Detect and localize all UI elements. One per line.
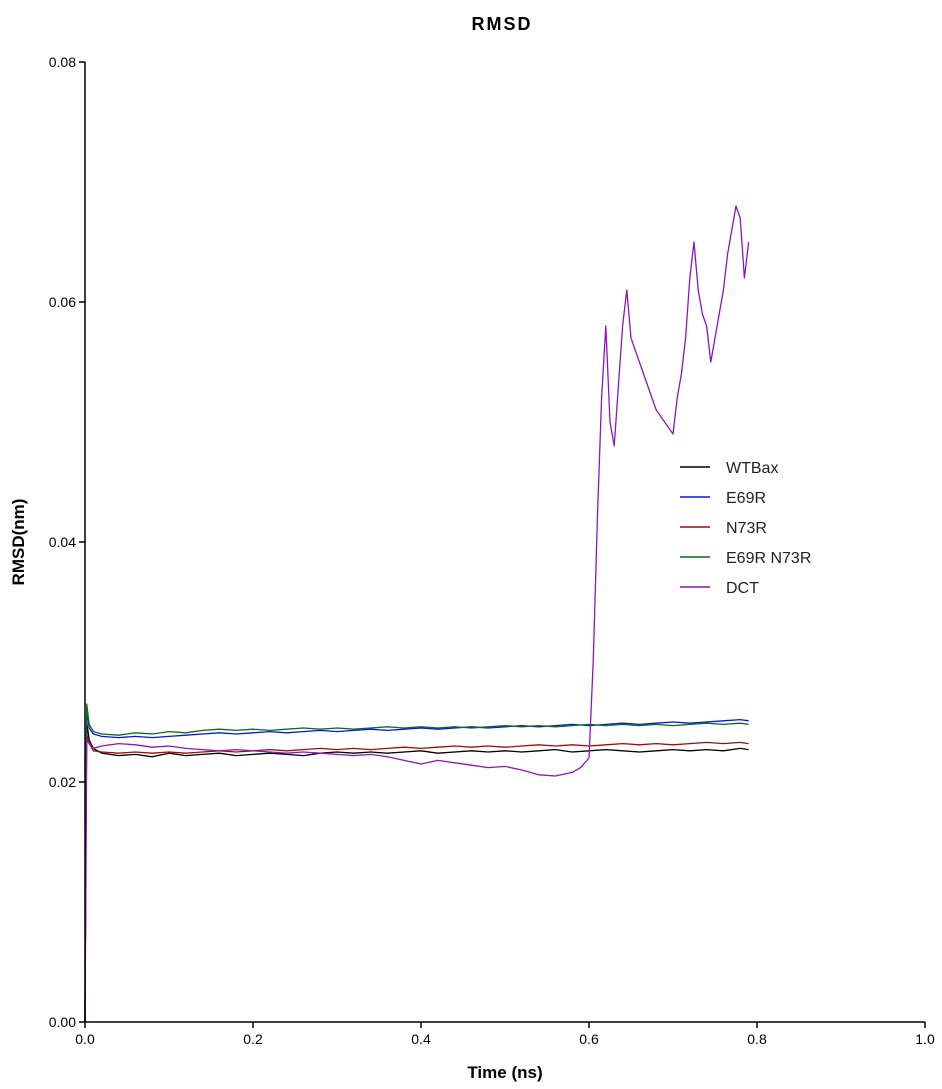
x-tick-label: 0.8 <box>747 1031 767 1047</box>
y-axis-label: RMSD(nm) <box>9 499 28 586</box>
x-tick-label: 0.4 <box>411 1031 431 1047</box>
x-tick-label: 1.0 <box>915 1031 935 1047</box>
plot-area <box>84 205 750 1023</box>
legend-label: N73R <box>726 520 767 537</box>
x-axis-ticks: 0.0 0.2 0.4 0.6 0.8 1.0 <box>75 1022 935 1047</box>
legend-label: WTBax <box>726 460 778 477</box>
series-line-dct <box>84 205 750 1023</box>
y-tick-label: 0.08 <box>49 54 76 70</box>
series-line-n73r <box>84 733 749 1023</box>
series-line-e69r <box>84 709 749 1023</box>
y-tick-label: 0.04 <box>49 534 76 550</box>
x-axis-label: Time (ns) <box>467 1063 542 1082</box>
legend-label: E69R N73R <box>726 550 811 567</box>
legend-label: DCT <box>726 580 759 597</box>
y-tick-label: 0.00 <box>49 1014 76 1030</box>
series-line-e69r-n73r <box>84 703 749 1023</box>
x-tick-label: 0.6 <box>579 1031 599 1047</box>
x-tick-label: 0.2 <box>243 1031 263 1047</box>
y-axis-ticks: 0.00 0.02 0.04 0.06 0.08 <box>49 54 85 1030</box>
legend: WTBax E69R N73R E69R N73R DCT <box>680 460 811 597</box>
y-tick-label: 0.06 <box>49 294 76 310</box>
series-line-wtbax <box>84 721 749 1023</box>
chart-title: RMSD <box>472 14 533 34</box>
y-tick-label: 0.02 <box>49 774 76 790</box>
legend-label: E69R <box>726 490 766 507</box>
x-tick-label: 0.0 <box>75 1031 95 1047</box>
